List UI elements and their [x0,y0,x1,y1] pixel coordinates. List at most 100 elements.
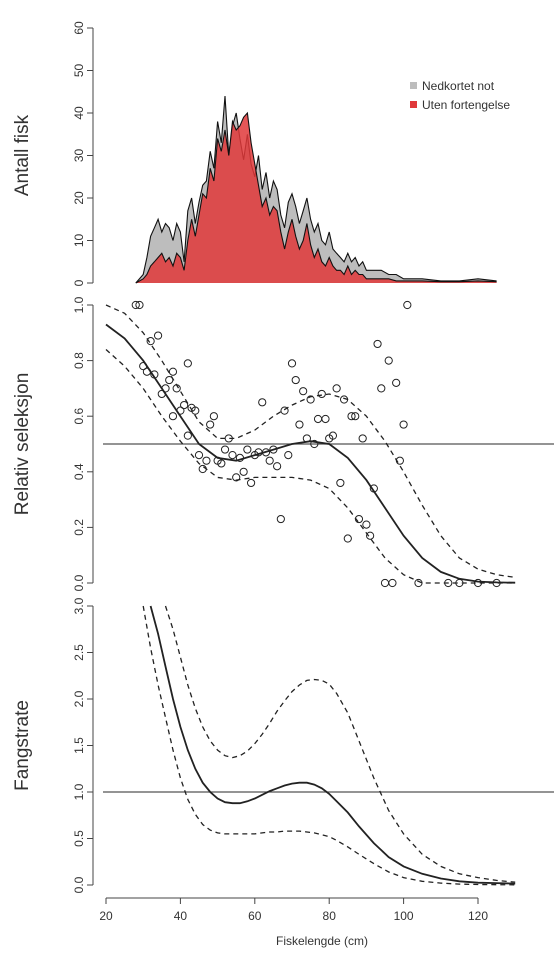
data-point [261,448,271,457]
data-point [146,337,155,346]
fit-and-ci-lines [103,605,554,886]
y-tick-label: 0.8 [72,352,86,369]
data-point [191,406,200,415]
y-tick-label: 2.0 [72,690,86,707]
data-point [235,453,245,462]
fit-line [149,605,516,885]
data-point [287,359,297,368]
data-point [139,362,148,371]
data-point [395,456,404,465]
data-point [194,451,204,460]
x-tick-label: 60 [248,909,262,923]
area-series-group [135,95,497,284]
y-tick-label: 1.0 [72,783,86,800]
ci-upper-line [164,605,516,883]
x-tick-label: 120 [468,909,488,923]
x-tick-label: 80 [323,909,337,923]
data-point [168,367,178,376]
data-point [306,395,315,404]
area-outline-nedkortet-not [135,95,497,284]
data-point [239,467,248,476]
data-point [369,484,378,493]
data-point [198,464,207,474]
x-ticks: 20 40 60 80 100 120 [99,898,488,923]
data-point [377,384,386,393]
scatter-points [131,300,501,588]
y-tick-label: 1.0 [72,296,86,313]
data-point [161,384,170,393]
y-tick-label: 60 [72,21,86,35]
data-point [202,456,211,465]
panel-antall-fisk: 0 10 20 30 40 50 60 Antall fisk Nedkortet not … [12,21,510,286]
ci-upper-line [105,304,516,579]
data-point [153,331,163,340]
data-point [444,578,453,588]
data-point [336,478,345,488]
data-point [328,431,338,440]
y-ticks: 0.0 0.2 0.4 0.6 0.8 1.0 [72,296,93,591]
data-point [269,445,278,454]
data-point [142,367,152,376]
y-tick-label: 0.0 [72,876,86,893]
data-point [414,578,423,588]
y-tick-label: 40 [72,106,86,120]
data-point [373,339,382,349]
y-tick-label: 10 [72,234,86,248]
y-ticks: 0 10 20 30 40 50 60 [72,21,93,286]
fit-line [105,323,516,584]
data-point [209,412,218,421]
data-point [265,456,274,465]
data-point [228,451,237,460]
y-axis-label: Relativ seleksjon [12,373,33,516]
data-point [455,578,464,588]
data-point [217,459,226,468]
data-point [206,420,215,429]
data-point [388,578,397,588]
data-point [295,420,304,429]
data-point [384,356,393,365]
data-point [176,406,185,415]
data-point [347,412,356,421]
data-point [313,414,323,424]
y-tick-label: 3.0 [72,597,86,614]
data-point [172,384,181,393]
data-point [157,389,166,399]
legend-label-uten: Uten fortengelse [422,98,510,112]
x-tick-label: 20 [99,909,113,923]
x-tick-label: 100 [394,909,414,923]
legend-label-nedkortet: Nedkortet not [422,79,495,93]
legend: Nedkortet not Uten fortengelse [410,79,510,112]
y-tick-label: 0.2 [72,519,86,536]
data-point [343,534,352,543]
data-point [150,370,159,379]
y-axis-label: Fangstrate [12,700,33,791]
data-point [332,384,341,393]
area-uten-fortengelse [135,113,497,283]
data-point [131,300,140,310]
data-point [183,359,192,368]
data-point [180,400,189,410]
data-point [339,395,349,404]
data-point [354,514,364,524]
y-tick-label: 50 [72,64,86,78]
data-point [351,412,360,421]
ci-lower-line [105,349,516,584]
data-point [321,414,330,424]
data-point [165,375,174,385]
fit-and-ci-lines [103,304,554,584]
legend-swatch-uten [410,101,417,108]
y-tick-label: 0.0 [72,574,86,591]
data-point [299,387,308,396]
y-tick-label: 0 [72,279,86,286]
data-point [220,445,230,454]
data-point [317,389,326,399]
data-point [366,531,375,540]
y-tick-label: 20 [72,191,86,205]
data-point [246,478,256,488]
data-point [276,514,285,524]
y-tick-label: 0.4 [72,463,86,480]
x-axis-label: Fiskelengde (cm) [276,934,368,948]
y-tick-label: 2.5 [72,644,86,661]
panel-fangstrate: 0.0 0.5 1.0 1.5 2.0 2.5 3.0 Fangstrate 20 40 60 8… [12,597,554,948]
